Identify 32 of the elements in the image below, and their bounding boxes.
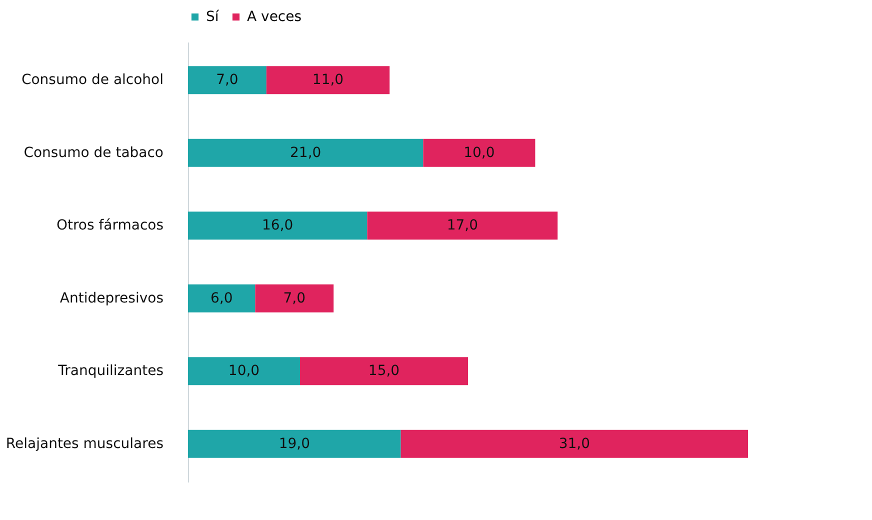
- data-label: 21,0: [290, 144, 322, 161]
- bar: [367, 212, 558, 240]
- bar: [266, 66, 390, 94]
- data-label: 10,0: [228, 363, 260, 380]
- y-tick-label: Otros fármacos: [56, 218, 164, 234]
- y-tick-label: Relajantes musculares: [6, 436, 164, 452]
- y-tick-label: Antidepresivos: [60, 290, 164, 306]
- bar: [188, 357, 300, 386]
- bar: [400, 430, 748, 458]
- bar: [423, 138, 536, 167]
- bar: [188, 66, 266, 94]
- bar: [255, 284, 334, 312]
- legend-label: Sí: [206, 9, 220, 25]
- y-tick-label: Consumo de alcohol: [21, 72, 164, 88]
- data-label: 11,0: [312, 72, 344, 88]
- bar: [188, 212, 368, 240]
- bar: [188, 284, 256, 312]
- legend-label: A veces: [247, 9, 302, 25]
- data-label: 7,0: [216, 72, 238, 88]
- y-tick-label: Consumo de tabaco: [24, 144, 164, 161]
- data-label: 10,0: [464, 144, 495, 161]
- data-label: 7,0: [283, 290, 306, 306]
- data-label: 17,0: [446, 218, 478, 234]
- bar: [188, 430, 401, 458]
- data-label: 19,0: [278, 436, 310, 452]
- y-tick-label: Tranquilizantes: [57, 363, 164, 380]
- data-label: 16,0: [262, 218, 294, 234]
- bar: [300, 357, 468, 386]
- bar: [188, 138, 424, 167]
- data-label: 6,0: [210, 290, 233, 306]
- data-label: 15,0: [368, 363, 400, 380]
- data-label: 31,0: [558, 436, 590, 452]
